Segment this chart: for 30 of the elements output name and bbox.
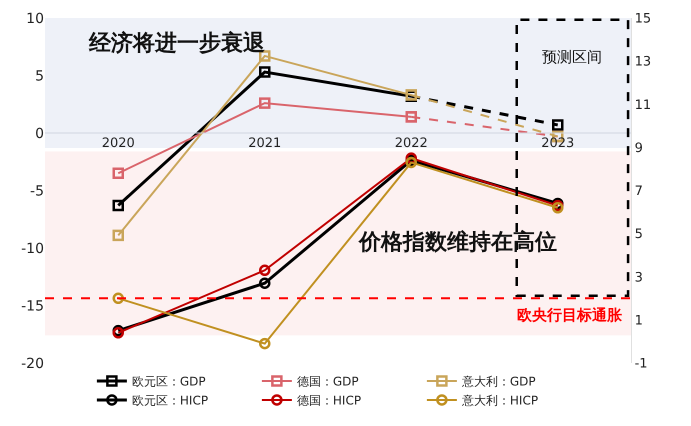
annotation: 经济将进一步衰退 [88,30,265,56]
x-tick-label: 2020 [102,136,135,151]
y-tick-label: -5 [30,183,44,200]
x-tick-label: 2021 [248,136,282,151]
y-tick-label: -20 [21,356,44,372]
y2-tick-label: 11 [634,98,652,113]
y-tick-label: -15 [21,298,44,314]
y2-tick-label: 13 [634,54,652,70]
legend-label: 德国：GDP [296,374,359,389]
y2-tick-label: -1 [634,356,648,372]
legend-label: 欧元区：HICP [132,394,208,408]
annotation: 预测区间 [542,48,602,66]
y-tick-label: 0 [35,126,44,142]
y-tick-label: 5 [35,68,44,84]
y-tick-label: -10 [21,240,44,257]
legend-label: 德国：HICP [296,394,362,408]
x-tick-label: 2022 [394,136,428,151]
y2-tick-label: 15 [634,12,652,27]
annotation: 价格指数维持在高位 [358,229,557,255]
legend-label: 意大利：GDP [460,374,536,389]
legend-label: 欧元区：GDP [132,374,206,389]
y-tick-label: 10 [26,10,44,27]
y2-tick-label: 5 [634,227,643,242]
x-tick-label: 2023 [541,136,574,151]
y2-tick-label: 3 [634,270,643,286]
ref-line-label: 欧央行目标通胀 [517,306,623,324]
legend-label: 意大利：HICP [460,394,538,408]
y2-tick-label: 9 [634,140,643,156]
y2-tick-label: 7 [634,184,643,200]
y2-tick-label: 1 [634,313,643,328]
